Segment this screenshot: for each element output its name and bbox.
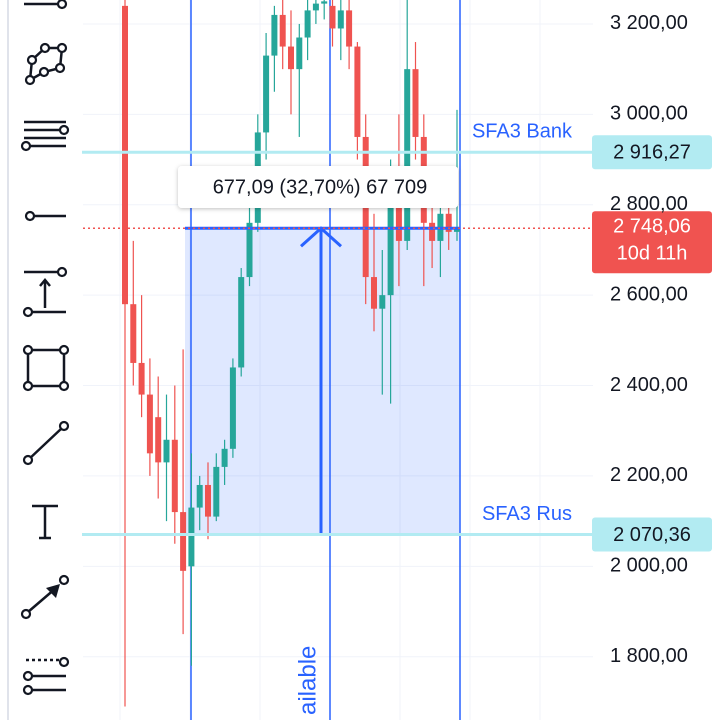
plot	[83, 0, 593, 720]
tool-trend[interactable]	[22, 420, 70, 466]
tool-channel[interactable]	[22, 656, 70, 696]
candle-body	[404, 69, 411, 241]
horizontal-line-name: SFA3 Rus	[482, 503, 572, 525]
measure-arrowhead	[299, 226, 343, 248]
price-label: 2 916,27	[613, 141, 691, 163]
candle-body	[395, 177, 402, 241]
y-tick-label: 2 600,00	[610, 283, 688, 305]
candle-body	[122, 5, 128, 305]
candle-body	[205, 484, 211, 517]
measure-label: 677,09 (32,70%) 67 709	[213, 176, 428, 198]
y-tick-label: 3 000,00	[610, 103, 688, 125]
candle-body	[354, 46, 361, 137]
candle-body	[279, 14, 286, 47]
candle-body	[196, 484, 203, 508]
candle-body	[454, 228, 460, 232]
candle-body	[221, 448, 228, 467]
candle-body	[213, 466, 220, 517]
candle-body	[387, 177, 394, 296]
y-tick-label: 2 000,00	[610, 555, 688, 577]
tool-lines[interactable]	[24, 0, 68, 10]
candle-body	[445, 213, 452, 232]
tool-text[interactable]	[32, 504, 58, 540]
measure-label-bg	[178, 166, 458, 208]
candle-body	[155, 417, 162, 463]
candle-body	[130, 304, 137, 363]
candle-body	[379, 295, 386, 309]
candle-body	[238, 277, 245, 368]
candle-body	[271, 14, 278, 56]
overlay: SFA3 Bank 2 916,27 SFA3 Rus 2 070,36 2 748,0…	[0, 120, 712, 715]
candle-body	[246, 222, 253, 278]
y-tick-label: 1 800,00	[610, 645, 688, 667]
countdown-label: 10d 11h	[617, 243, 688, 265]
candle-body	[337, 10, 344, 29]
candle-body	[180, 512, 187, 571]
candle-body	[429, 222, 436, 241]
y-tick-label: 3 200,00	[610, 12, 688, 34]
current-price-label: 2 748,06	[613, 216, 691, 238]
horizontal-line-name: SFA3 Bank	[472, 120, 573, 142]
candle-body	[146, 394, 153, 454]
candle-body	[163, 439, 170, 463]
tool-fib[interactable]	[20, 120, 70, 152]
grid	[83, 0, 593, 720]
current-price-bg	[592, 211, 712, 274]
toolbar-bg	[0, 0, 82, 720]
candle-body	[229, 367, 236, 449]
candle-body	[412, 69, 419, 137]
candle-body	[371, 277, 377, 309]
candle-body	[312, 3, 319, 11]
price-label-bg	[592, 135, 712, 170]
candle-body	[296, 37, 303, 70]
candle-body	[188, 507, 195, 567]
candle-body	[304, 10, 311, 38]
candle-body	[263, 55, 270, 133]
candle-body	[346, 10, 353, 47]
candle-body	[329, 5, 336, 29]
toolbar	[0, 0, 82, 720]
y-tick-label: 2 200,00	[610, 464, 688, 486]
y-tick-label: 2 800,00	[610, 193, 688, 215]
tool-rect[interactable]	[22, 344, 70, 392]
tool-pattern[interactable]	[24, 42, 68, 86]
candle-body	[288, 46, 294, 70]
price-label: 2 070,36	[613, 524, 691, 546]
candle-body	[171, 439, 178, 513]
candle-body	[321, 1, 328, 4]
tool-measure[interactable]	[22, 266, 68, 318]
tool-arrow[interactable]	[20, 574, 70, 620]
candle-body	[138, 362, 145, 395]
y-tick-label: 2 400,00	[610, 374, 688, 396]
annotation: ailable	[294, 646, 321, 715]
tool-hline[interactable]	[24, 210, 66, 222]
price-label-bg	[592, 517, 712, 552]
